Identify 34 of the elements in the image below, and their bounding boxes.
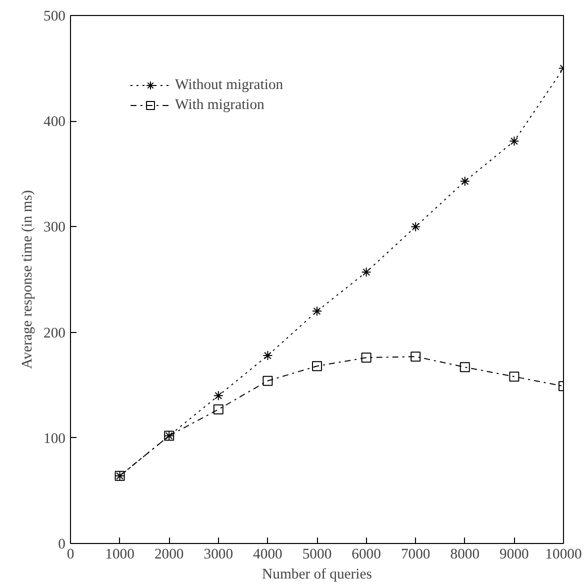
x-tick-label: 8000: [450, 546, 480, 562]
point: [361, 267, 372, 278]
x-tick-label: 6000: [352, 546, 381, 562]
point: [460, 362, 470, 372]
point: [460, 176, 470, 186]
point: [213, 404, 224, 414]
legend-label: With migration: [175, 96, 264, 114]
y-tick-label: 200: [44, 325, 66, 342]
y-tick-label: 0: [58, 536, 66, 552]
x-tick-label: 4000: [253, 546, 282, 562]
x-tick-label: 1000: [105, 546, 134, 562]
x-axis-title: Number of queries: [262, 566, 372, 582]
x-tick-label: 10000: [545, 546, 582, 562]
point: [509, 372, 520, 382]
legend-label: Without migration: [175, 76, 284, 94]
x-tick-label: 2000: [154, 546, 184, 562]
x-tick-label: 9000: [500, 546, 529, 562]
y-tick-label: 300: [44, 220, 66, 236]
point: [262, 350, 273, 361]
point: [262, 376, 273, 386]
x-tick-label: 5000: [302, 546, 332, 562]
x-tick-label: 7000: [400, 546, 430, 562]
point: [361, 352, 372, 363]
y-tick-label: 500: [44, 8, 66, 24]
point: [213, 390, 224, 401]
y-axis-title: Average response time (in ms): [20, 190, 36, 369]
point: [410, 352, 421, 362]
point: [410, 222, 421, 232]
point: [509, 136, 520, 146]
point: [312, 361, 322, 372]
y-tick-label: 100: [44, 430, 66, 447]
point: [312, 306, 322, 316]
y-tick-label: 400: [44, 114, 66, 130]
x-tick-label: 3000: [204, 546, 234, 562]
